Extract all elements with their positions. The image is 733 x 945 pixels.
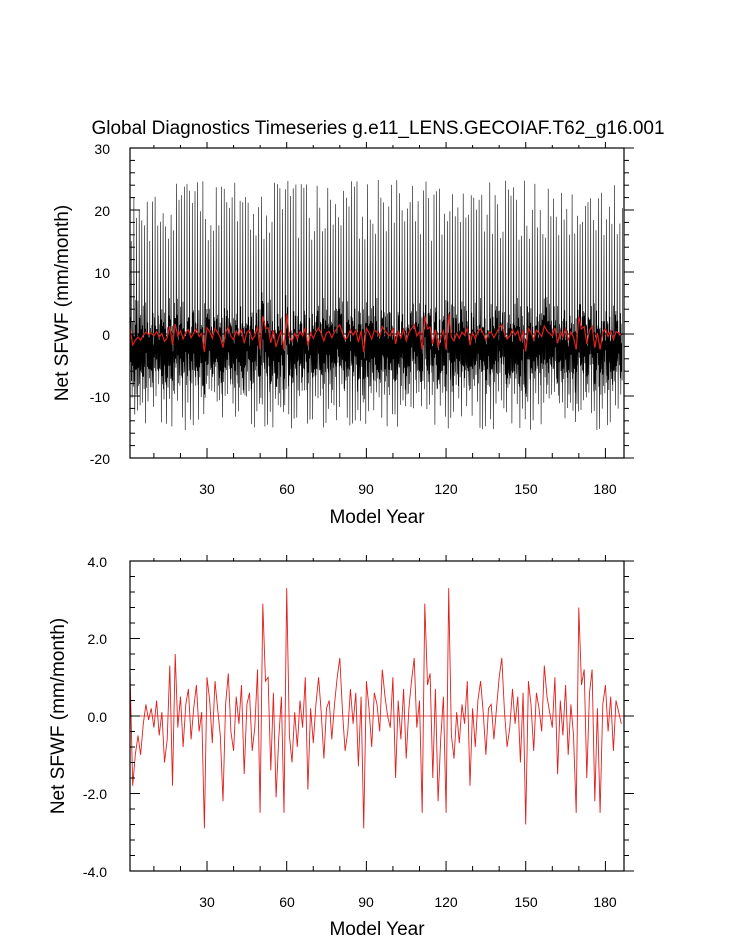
bottom-y-axis-label: Net SFWF (mm/month)	[48, 618, 69, 814]
bottom-y-tick-label: -4.0	[83, 864, 107, 880]
top-panel: Global Diagnostics Timeseries g.e11_LENS…	[52, 118, 665, 528]
top-x-tick-labels: 30 60 90 120 150 180	[199, 481, 617, 497]
bottom-x-tick-label: 90	[358, 894, 374, 910]
bottom-y-tick-label: 4.0	[88, 554, 108, 570]
top-y-axis-label: Net SFWF (mm/month)	[52, 205, 73, 401]
monthly-series-line-group	[129, 179, 623, 431]
top-x-tick-label: 150	[514, 481, 538, 497]
top-x-tick-label: 60	[279, 481, 295, 497]
top-y-tick-label: -10	[90, 389, 110, 405]
bottom-x-tick-label: 150	[514, 894, 538, 910]
top-y-tick-labels: 30 20 10 0 -10 -20	[90, 141, 110, 467]
bottom-y-tick-label: -2.0	[83, 786, 107, 802]
bottom-x-tick-label: 60	[279, 894, 295, 910]
top-x-tick-label: 180	[593, 481, 617, 497]
bottom-plot-frame	[129, 560, 625, 872]
top-x-axis-label: Model Year	[329, 507, 425, 528]
bottom-x-tick-labels: 30 60 90 120 150 180	[199, 894, 617, 910]
monthly-line	[129, 179, 623, 431]
bottom-x-tick-label: 120	[434, 894, 458, 910]
bottom-axis-ticks	[130, 555, 634, 872]
top-y-tick-label: 10	[94, 265, 110, 281]
top-y-tick-label: 0	[102, 327, 110, 343]
bottom-x-tick-label: 180	[593, 894, 617, 910]
bottom-y-tick-labels: 4.0 2.0 0.0 -2.0 -4.0	[83, 554, 107, 880]
annual-mean-series-line-group	[129, 313, 622, 353]
annual-mean-line	[129, 588, 622, 829]
top-x-tick-label: 30	[199, 481, 215, 497]
bottom-y-tick-label: 0.0	[88, 709, 108, 725]
top-x-tick-label: 120	[434, 481, 458, 497]
top-y-tick-label: 20	[94, 203, 110, 219]
top-chart-title: Global Diagnostics Timeseries g.e11_LENS…	[91, 118, 664, 139]
bottom-y-tick-label: 2.0	[88, 631, 108, 647]
annual-mean-series-line-group	[129, 588, 622, 829]
bottom-x-tick-label: 30	[199, 894, 215, 910]
top-plot-frame	[129, 147, 625, 459]
top-x-tick-label: 90	[358, 481, 374, 497]
top-y-tick-label: -20	[90, 451, 110, 467]
top-y-tick-label: 30	[94, 141, 110, 157]
bottom-x-axis-label: Model Year	[329, 919, 425, 940]
bottom-panel: 4.0 2.0 0.0 -2.0 -4.0 30 60 90 120 150 1…	[48, 554, 634, 940]
annual-mean-line	[129, 313, 622, 353]
